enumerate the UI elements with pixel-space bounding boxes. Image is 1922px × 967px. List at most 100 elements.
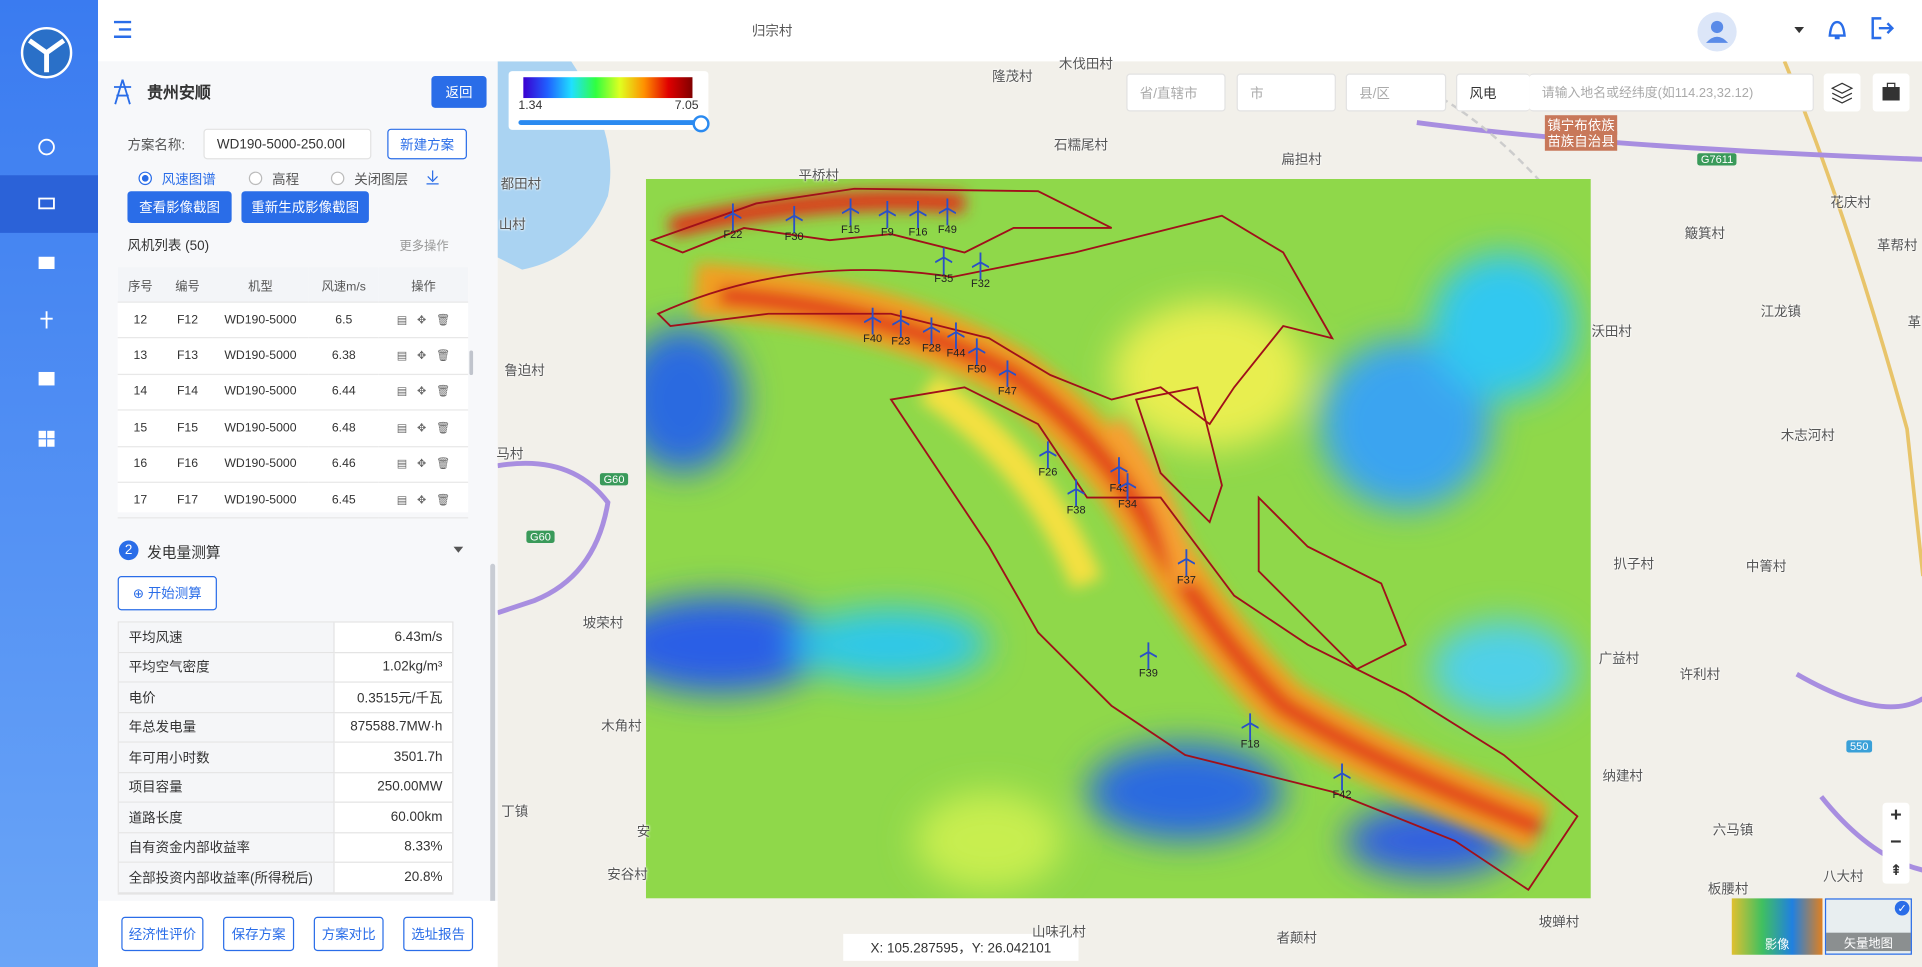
basemap-vector[interactable]: 矢量地图 ✓: [1824, 898, 1912, 955]
row-action[interactable]: ✥: [417, 349, 427, 362]
notification-bell[interactable]: [1826, 17, 1848, 42]
filter-select[interactable]: 市: [1236, 73, 1336, 112]
radio[interactable]: [330, 171, 345, 186]
row-action[interactable]: ▤: [396, 457, 408, 470]
row-action[interactable]: ▤: [396, 421, 408, 434]
search-input[interactable]: 请输入地名或经纬度(如114.23,32.12): [1529, 73, 1814, 112]
slider-handle[interactable]: [692, 115, 710, 133]
project-title: 贵州安顺: [147, 83, 211, 102]
turbine-icon[interactable]: [724, 203, 742, 231]
turbine-icon[interactable]: [1039, 441, 1057, 469]
download-icon[interactable]: [426, 170, 439, 185]
filter-select[interactable]: 县/区: [1345, 73, 1447, 112]
logout[interactable]: [1870, 16, 1895, 41]
turbine-icon[interactable]: [1110, 457, 1128, 485]
turbine-icon[interactable]: [841, 198, 860, 226]
turbine-icon[interactable]: [947, 322, 965, 350]
row-action[interactable]: ✥: [417, 457, 427, 470]
section-collapse[interactable]: [453, 546, 464, 554]
back-button[interactable]: 返回: [431, 75, 487, 108]
turbine-icon[interactable]: [971, 252, 990, 280]
footer-button[interactable]: 保存方案: [223, 916, 295, 952]
table-cell: F15: [163, 411, 213, 447]
new-scheme-button[interactable]: 新建方案: [387, 128, 467, 160]
nav-icons[interactable]: [37, 137, 62, 456]
table-cell: 6.44: [308, 375, 379, 411]
turbine-icon[interactable]: [1067, 479, 1085, 507]
zoom-in[interactable]: +: [1890, 805, 1902, 827]
toolbox-button[interactable]: [1872, 73, 1910, 112]
turbine-icon[interactable]: [1241, 713, 1259, 741]
turbine-icon[interactable]: [1118, 473, 1137, 501]
menu-toggle[interactable]: [113, 20, 133, 40]
turbine-icon[interactable]: [1139, 642, 1157, 670]
left-panel: 贵州安顺 返回 方案名称: WD190-5000-250.00l 新建方案 风速…: [98, 61, 498, 967]
table-scrollbar[interactable]: [469, 350, 474, 376]
row-action[interactable]: 🗑: [436, 313, 451, 326]
turbine-icon[interactable]: [935, 247, 953, 275]
view-snapshot-button[interactable]: 查看影像截图: [127, 191, 232, 224]
result-value: 1.02kg/m³: [334, 653, 453, 683]
legend-slider[interactable]: [518, 120, 700, 126]
row-action[interactable]: 🗑: [436, 493, 451, 506]
compass[interactable]: ⇞: [1889, 861, 1903, 879]
row-action[interactable]: ✥: [417, 385, 427, 398]
place-label: 山味孔村: [1031, 925, 1086, 941]
row-action[interactable]: ✥: [417, 493, 427, 506]
place-label: 八大村: [1823, 870, 1864, 885]
logo: [20, 26, 73, 79]
filter-select[interactable]: 风电: [1456, 73, 1530, 112]
row-action[interactable]: ▤: [396, 385, 408, 398]
basemap-image[interactable]: 影像: [1731, 898, 1823, 955]
radio-label: 关闭图层: [354, 172, 409, 188]
scheme-select[interactable]: WD190-5000-250.00l: [203, 128, 372, 160]
row-action[interactable]: ✥: [417, 421, 427, 434]
turbine-icon[interactable]: [892, 310, 910, 338]
turbine-label: F16: [908, 225, 928, 238]
turbine-icon[interactable]: [1177, 549, 1195, 577]
turbine-icon[interactable]: [878, 200, 896, 228]
turbine-icon[interactable]: [998, 360, 1017, 388]
turbine-icon[interactable]: [968, 338, 986, 366]
scheme-label: 方案名称:: [127, 138, 186, 154]
result-value: 0.3515元/千瓦: [334, 683, 453, 713]
zoom-controls[interactable]: + − ⇞: [1882, 802, 1910, 884]
turbine-label: F42: [1332, 788, 1352, 801]
result-label: 道路长度: [118, 802, 335, 833]
start-calc-button[interactable]: ⊕ 开始测算: [117, 576, 217, 611]
filter-select[interactable]: 省/直辖市: [1126, 73, 1226, 112]
place-label: 归宗村: [751, 24, 793, 40]
turbine-label: F26: [1038, 465, 1058, 478]
footer-button[interactable]: 选址报告: [403, 916, 474, 952]
row-action[interactable]: 🗑: [436, 421, 451, 434]
regen-snapshot-button[interactable]: 重新生成影像截图: [241, 191, 369, 224]
turbine-icon[interactable]: [1333, 763, 1351, 791]
turbine-label: F39: [1138, 666, 1158, 679]
layers-button[interactable]: [1823, 73, 1861, 112]
row-action[interactable]: ▤: [396, 313, 408, 326]
turbine-icon[interactable]: [785, 205, 803, 233]
turbine-label: F49: [937, 223, 957, 236]
row-action[interactable]: ✥: [417, 313, 427, 326]
row-action[interactable]: ▤: [396, 493, 408, 506]
row-action[interactable]: 🗑: [436, 457, 451, 470]
panel-scrollbar[interactable]: [490, 563, 496, 907]
radio[interactable]: [248, 171, 263, 186]
row-action[interactable]: ▤: [396, 349, 408, 362]
turbine-icon[interactable]: [938, 198, 956, 226]
turbine-icon[interactable]: [909, 200, 927, 228]
user-avatar[interactable]: [1696, 11, 1738, 53]
user-dropdown[interactable]: [1794, 26, 1805, 34]
turbine-icon[interactable]: [864, 307, 882, 335]
row-action[interactable]: 🗑: [436, 385, 451, 398]
radio[interactable]: [138, 171, 152, 186]
turbine-icon[interactable]: [922, 317, 941, 345]
footer-button[interactable]: 经济性评价: [121, 916, 204, 952]
result-label: 平均风速: [118, 622, 335, 653]
footer-button[interactable]: 方案对比: [313, 916, 384, 952]
row-actions: ▤ ✥ 🗑: [378, 339, 469, 375]
row-action[interactable]: 🗑: [436, 349, 451, 362]
table-header: 操作: [378, 267, 469, 303]
more-actions[interactable]: 更多操作: [399, 240, 449, 254]
zoom-out[interactable]: −: [1890, 832, 1902, 854]
